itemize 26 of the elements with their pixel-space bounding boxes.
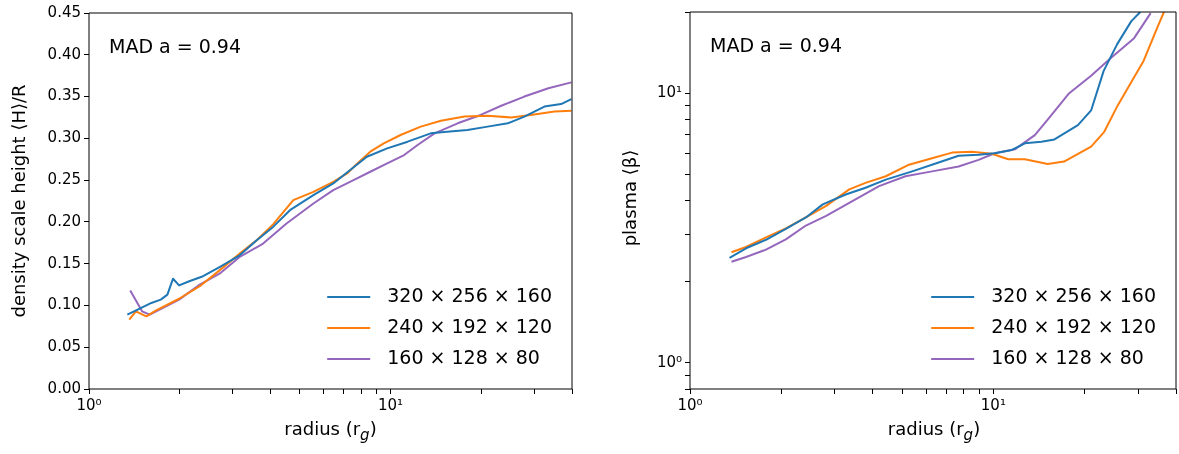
annotation: MAD a = 0.94: [710, 34, 843, 57]
y-tick-label: 0.30: [47, 128, 81, 147]
legend-label: 240 × 192 × 120: [387, 314, 552, 337]
y-axis-title: plasma ⟨β⟩: [618, 149, 640, 247]
y-tick-label: 0.20: [47, 211, 81, 230]
legend-label: 320 × 256 × 160: [387, 283, 552, 306]
x-tick-label: 10⁰: [677, 395, 703, 414]
x-tick-label: 10¹: [980, 395, 1006, 414]
x-tick-label: 10¹: [377, 395, 404, 414]
y-tick-label: 0.25: [47, 170, 81, 188]
legend-label: 160 × 128 × 80: [387, 345, 540, 368]
y-tick-label: 0.35: [47, 86, 81, 105]
y-tick-label: 0.05: [47, 337, 81, 356]
x-axis-title: radius (r$_{g}$): [887, 418, 981, 444]
y-tick-label: 0.00: [47, 378, 81, 397]
annotation: MAD a = 0.94: [109, 35, 242, 58]
legend-label: 240 × 192 × 120: [991, 314, 1156, 337]
y-tick-label: 0.45: [47, 2, 81, 21]
x-axis-title: radius (r$_{g}$): [284, 418, 377, 444]
y-axis-title: density scale height ⟨H⟩/R: [7, 84, 29, 318]
legend-label: 320 × 256 × 160: [991, 283, 1156, 306]
x-tick-label: 10⁰: [76, 395, 102, 414]
legend-label: 160 × 128 × 80: [991, 345, 1144, 368]
y-tick-label: 0.15: [47, 253, 81, 272]
y-tick-label: 0.40: [47, 44, 81, 63]
y-tick-label: 0.10: [47, 295, 81, 314]
